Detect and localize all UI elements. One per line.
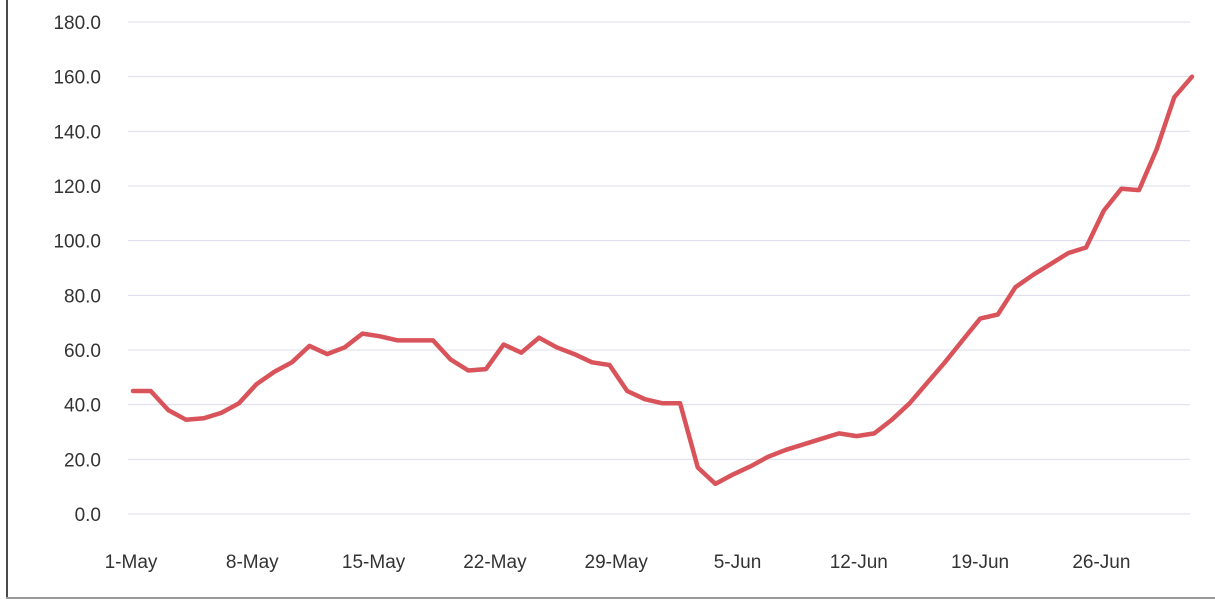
- y-tick-label: 80.0: [64, 286, 101, 307]
- chart-bottom-border: [6, 597, 1215, 599]
- y-axis-tick-labels: 0.0 20.0 40.0 60.0 80.0 100.0 120.0 140.0 160.0 1…: [53, 13, 101, 526]
- gridlines: [128, 21, 1190, 515]
- y-tick-label: 160.0: [53, 68, 101, 89]
- x-tick-label: 22-May: [463, 552, 527, 573]
- x-tick-label: 15-May: [342, 552, 406, 573]
- x-tick-label: 5-Jun: [714, 552, 762, 573]
- y-tick-label: 120.0: [53, 177, 101, 198]
- y-tick-label: 20.0: [64, 450, 101, 471]
- x-tick-label: 19-Jun: [951, 552, 1009, 573]
- x-tick-label: 26-Jun: [1072, 552, 1130, 573]
- x-axis-tick-labels: 1-May 8-May 15-May 22-May 29-May 5-Jun 12-Jun 1…: [105, 552, 1131, 573]
- y-tick-label: 140.0: [53, 122, 101, 143]
- y-tick-label: 180.0: [53, 13, 101, 34]
- chart-left-border: [6, 0, 8, 598]
- x-tick-label: 29-May: [585, 552, 649, 573]
- y-tick-label: 60.0: [64, 341, 101, 362]
- x-tick-label: 1-May: [105, 552, 158, 573]
- y-tick-label: 100.0: [53, 232, 101, 253]
- x-tick-label: 8-May: [226, 552, 279, 573]
- series-line: [130, 74, 1195, 487]
- x-tick-label: 12-Jun: [830, 552, 888, 573]
- y-tick-label: 40.0: [64, 396, 101, 417]
- series-group: [130, 74, 1195, 487]
- y-tick-label: 0.0: [75, 505, 101, 526]
